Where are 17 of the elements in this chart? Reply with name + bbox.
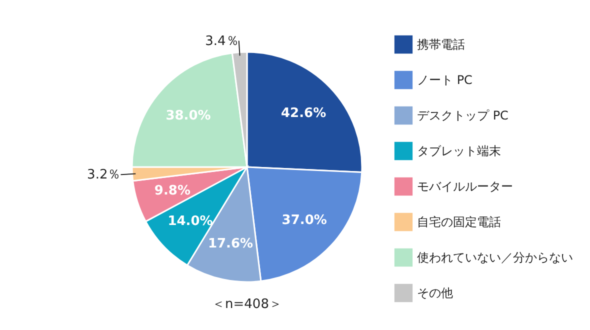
legend-label: 使われていない／分からない — [417, 250, 573, 264]
legend-label: 携帯電話 — [417, 38, 465, 52]
data-label: 3.2％ — [87, 168, 121, 183]
legend-label: デスクトップ PC — [417, 108, 508, 122]
data-label: 42.6% — [280, 106, 326, 121]
data-label: 3.4％ — [205, 34, 239, 49]
legend-label: モバイルルーター — [417, 180, 513, 194]
legend-label: タブレット端末 — [417, 144, 501, 158]
data-label: 14.0% — [168, 214, 213, 229]
legend-label: 自宅の固定電話 — [417, 215, 501, 229]
legend-label: その他 — [417, 286, 453, 300]
text: ＜n=408＞ — [212, 297, 282, 312]
data-label: 38.0% — [166, 108, 211, 124]
data-label: 37.0% — [282, 213, 327, 228]
data-label: 9.8% — [154, 184, 190, 199]
legend-label: ノート PC — [417, 73, 472, 87]
data-label: 17.6% — [208, 236, 254, 252]
